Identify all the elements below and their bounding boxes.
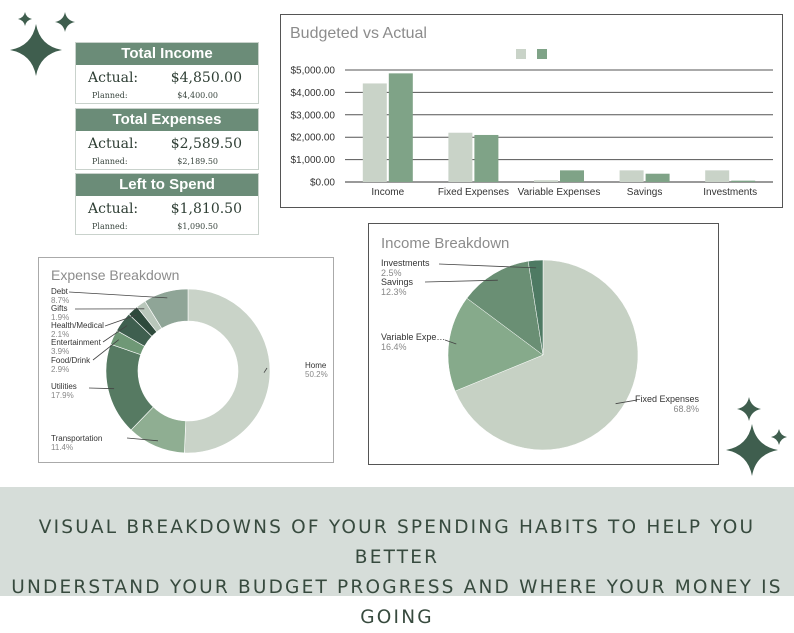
slice-percent: 16.4% [381, 342, 407, 352]
total-income-card: Total Income Actual: $4,850.00 Planned: $4… [75, 42, 259, 104]
slice-label: Entertainment [51, 338, 102, 347]
planned-label: Planned: [92, 89, 128, 103]
actual-value: $2,589.50 [171, 133, 242, 155]
caption-banner: VISUAL BREAKDOWNS OF YOUR SPENDING HABIT… [0, 487, 794, 596]
actual-value: $1,810.50 [171, 198, 242, 220]
y-tick-label: $5,000.00 [291, 66, 336, 77]
slice-percent: 3.9% [51, 347, 69, 356]
slice-percent: 2.9% [51, 365, 69, 374]
bar [560, 170, 584, 182]
slice-label: Investments [381, 258, 430, 268]
sparkle-small-icon [17, 11, 33, 27]
legend-swatch-actual [537, 49, 547, 59]
total-expenses-card: Total Expenses Actual: $2,589.50 Planned:… [75, 108, 259, 170]
bar-chart: $0.00 $1,000.00 $2,000.00 $3,000.00 $4,000.0… [281, 15, 782, 207]
card-title: Left to Spend [76, 174, 258, 196]
slice-percent: 17.9% [51, 391, 74, 400]
slice-label: Variable Expe… [381, 332, 445, 342]
actual-label: Actual: [88, 133, 138, 155]
caption-line: UNDERSTAND YOUR BUDGET PROGRESS AND WHER… [0, 573, 794, 633]
sparkle-large-icon [724, 422, 780, 478]
slice-percent: 2.1% [51, 330, 69, 339]
slice-percent: 68.8% [673, 404, 699, 414]
x-tick-label: Income [371, 187, 404, 198]
sparkle-small-icon [736, 396, 762, 422]
actual-value: $4,850.00 [171, 67, 242, 89]
x-tick-label: Variable Expenses [518, 187, 601, 198]
leader-line [69, 292, 167, 298]
slice-label: Savings [381, 277, 414, 287]
donut-slice [184, 289, 270, 453]
bar [534, 180, 558, 182]
x-tick-label: Fixed Expenses [438, 187, 509, 198]
legend-swatch-planned [516, 49, 526, 59]
y-tick-label: $1,000.00 [291, 155, 336, 166]
planned-value: $2,189.50 [177, 155, 218, 169]
left-to-spend-card: Left to Spend Actual: $1,810.50 Planned: $… [75, 173, 259, 235]
bar [705, 170, 729, 182]
slice-label: Fixed Expenses [635, 394, 700, 404]
y-tick-label: $4,000.00 [291, 88, 336, 99]
planned-label: Planned: [92, 220, 128, 234]
card-title: Total Expenses [76, 109, 258, 131]
bar [474, 135, 498, 182]
slice-percent: 8.7% [51, 296, 69, 305]
bar [448, 133, 472, 182]
y-tick-label: $2,000.00 [291, 133, 336, 144]
slice-label: Food/Drink [51, 356, 91, 365]
bar [363, 83, 387, 182]
slice-label: Utilities [51, 382, 77, 391]
y-tick-label: $3,000.00 [291, 110, 336, 121]
bar [646, 174, 670, 182]
slice-percent: 50.2% [305, 370, 328, 379]
sparkle-small-icon [54, 11, 76, 33]
caption-line: VISUAL BREAKDOWNS OF YOUR SPENDING HABIT… [0, 513, 794, 573]
bar [620, 170, 644, 182]
planned-value: $4,400.00 [177, 89, 218, 103]
x-tick-label: Savings [627, 187, 663, 198]
slice-label: Home [305, 361, 327, 370]
slice-percent: 1.9% [51, 313, 69, 322]
slice-label: Debt [51, 287, 69, 296]
budget-vs-actual-panel: Budgeted vs Actual $0.00$1,000.00$2,000.… [280, 14, 783, 208]
bar [731, 181, 755, 182]
slice-label: Gifts [51, 304, 67, 313]
planned-label: Planned: [92, 155, 128, 169]
card-title: Total Income [76, 43, 258, 65]
slice-percent: 11.4% [51, 443, 73, 452]
slice-percent: 2.5% [381, 268, 402, 278]
slice-percent: 12.3% [381, 287, 407, 297]
y-tick-label: $0.00 [310, 178, 335, 189]
slice-label: Health/Medical [51, 321, 104, 330]
bar [389, 73, 413, 182]
slice-label: Transportation [51, 434, 102, 443]
planned-value: $1,090.50 [177, 220, 218, 234]
actual-label: Actual: [88, 198, 138, 220]
actual-label: Actual: [88, 67, 138, 89]
x-tick-label: Investments [703, 187, 757, 198]
